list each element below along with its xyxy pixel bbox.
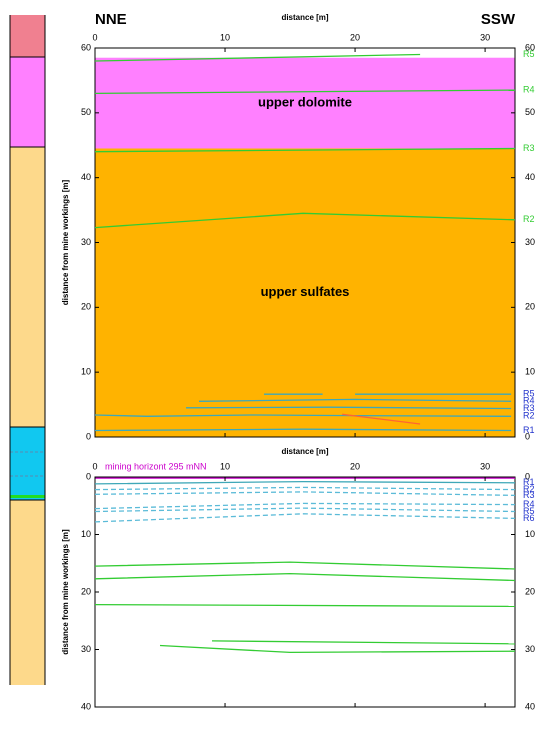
- reflector-label: R3: [523, 403, 535, 413]
- reflector-label: R2: [523, 214, 535, 224]
- reflector-line: [94, 147, 516, 153]
- column-unit: [10, 500, 45, 685]
- column-unit: [10, 15, 45, 57]
- reflector-line: [94, 428, 512, 432]
- y-tick-label: 20: [81, 586, 91, 596]
- y-tick-label: 60: [525, 42, 535, 52]
- y-tick-label: 20: [81, 302, 91, 312]
- y-tick-label: 10: [525, 367, 535, 377]
- y-tick-label: 40: [525, 172, 535, 182]
- y-tick-label: 50: [525, 107, 535, 117]
- direction-label: NNE: [95, 11, 127, 28]
- y-tick-label: 10: [525, 529, 535, 539]
- x-tick-label: 30: [480, 32, 490, 42]
- x-tick-label: 10: [220, 32, 230, 42]
- y-tick-label: 0: [525, 431, 530, 441]
- reflector-line: [94, 572, 516, 582]
- y-tick-label: 10: [81, 529, 91, 539]
- reflector-label: R5: [523, 49, 535, 59]
- y-tick-label: 30: [81, 237, 91, 247]
- plot-frame: [94, 476, 516, 708]
- reflector-label: R4: [523, 85, 535, 95]
- reflector-line: [94, 502, 516, 510]
- annotation: mining horizont 295 mNN: [105, 461, 207, 471]
- reflector-line: [94, 513, 516, 523]
- column-unit: [10, 147, 45, 427]
- x-tick-label: 30: [480, 461, 490, 471]
- y-tick-label: 0: [86, 471, 91, 481]
- layer-label: upper dolomite: [258, 95, 352, 110]
- x-axis-label: distance [m]: [281, 13, 328, 22]
- reflector-label: R1: [523, 425, 535, 435]
- reflector-line: [211, 640, 516, 645]
- y-tick-label: 60: [81, 42, 91, 52]
- y-tick-label: 40: [81, 172, 91, 182]
- reflector-label: R3: [523, 143, 535, 153]
- reflector-line: [94, 603, 516, 608]
- reflector-label: R6: [523, 513, 535, 523]
- direction-label: SSW: [481, 11, 516, 28]
- reflector-label: R2: [523, 484, 535, 494]
- reflector-label: R4: [523, 499, 535, 509]
- reflector-line: [198, 398, 512, 402]
- reflector-label: R5: [523, 506, 535, 516]
- column-unit: [10, 495, 45, 498]
- column-unit: [10, 57, 45, 147]
- x-tick-label: 20: [350, 32, 360, 42]
- reflector-line: [94, 53, 421, 62]
- y-tick-label: 30: [81, 644, 91, 654]
- reflector-line: [94, 561, 516, 570]
- y-tick-label: 0: [525, 471, 530, 481]
- reflector-line: [94, 486, 516, 491]
- x-tick-label: 10: [220, 461, 230, 471]
- x-tick-label: 20: [350, 461, 360, 471]
- reflector-line: [94, 414, 512, 417]
- reflector-line: [94, 491, 516, 497]
- reflector-line: [94, 212, 516, 229]
- reflector-line: [94, 89, 516, 95]
- layer: [95, 148, 515, 437]
- reflector-line: [342, 413, 421, 425]
- x-tick-label: 0: [92, 32, 97, 42]
- reflector-label: R1: [523, 477, 535, 487]
- layer: [95, 57, 515, 149]
- layer-label: upper sulfates: [261, 284, 350, 299]
- y-axis-label: distance from mine workings [m]: [61, 179, 70, 305]
- y-tick-label: 0: [86, 431, 91, 441]
- reflector-label: R4: [523, 396, 535, 406]
- column-unit: [10, 427, 45, 493]
- reflector-label: R2: [523, 411, 535, 421]
- y-tick-label: 30: [525, 644, 535, 654]
- x-axis-label: distance [m]: [281, 447, 328, 456]
- reflector-label: R5: [523, 389, 535, 399]
- y-tick-label: 20: [525, 302, 535, 312]
- reflector-line: [159, 644, 516, 654]
- y-tick-label: 10: [81, 367, 91, 377]
- y-tick-label: 30: [525, 237, 535, 247]
- y-tick-label: 40: [525, 701, 535, 711]
- y-tick-label: 50: [81, 107, 91, 117]
- reflector-label: R3: [523, 490, 535, 500]
- strat-column: [9, 15, 46, 685]
- reflector-line: [94, 480, 516, 485]
- y-tick-label: 40: [81, 701, 91, 711]
- y-tick-label: 20: [525, 586, 535, 596]
- x-tick-label: 0: [92, 461, 97, 471]
- y-axis-label: distance from mine workings [m]: [61, 529, 70, 655]
- reflector-line: [185, 406, 512, 410]
- reflector-line: [94, 507, 516, 513]
